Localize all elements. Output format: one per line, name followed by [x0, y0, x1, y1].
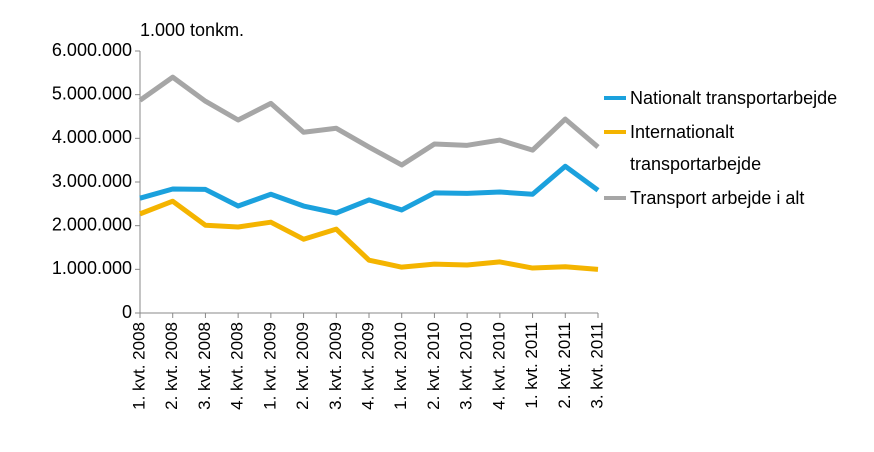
- legend-swatch: [604, 96, 626, 100]
- x-tick-label: 1. kvt. 2010: [391, 322, 410, 410]
- series-line: [139, 198, 599, 272]
- x-tick-label: 1. kvt. 2009: [260, 322, 279, 410]
- y-tick-label: 5.000.000: [52, 83, 132, 103]
- legend-swatch: [604, 130, 626, 134]
- x-tick-label: 4. kvt. 2010: [489, 322, 508, 410]
- x-tick-label: 1. kvt. 2008: [129, 322, 148, 410]
- y-tick-label: 3.000.000: [52, 171, 132, 191]
- y-tick-label: 0: [122, 302, 132, 322]
- x-tick-label: 1. kvt. 2011: [522, 322, 541, 409]
- y-axis-label: 1.000 tonkm.: [140, 20, 244, 40]
- series-line: [139, 163, 600, 216]
- y-tick-label: 1.000.000: [52, 258, 132, 278]
- x-tick-label: 2. kvt. 2009: [293, 322, 312, 410]
- y-tick-label: 4.000.000: [52, 127, 132, 147]
- x-tick-label: 2. kvt. 2008: [162, 322, 181, 410]
- legend-label: Transport arbejde i alt: [630, 188, 805, 208]
- x-tick-label: 3. kvt. 2008: [195, 322, 214, 410]
- x-tick-label: 4. kvt. 2008: [228, 322, 247, 410]
- legend-entry: Nationalt transportarbejde: [604, 82, 866, 114]
- x-tick-label: 3. kvt. 2011: [587, 322, 606, 409]
- legend-label: Internationalt transportarbejde: [630, 122, 762, 174]
- series-line: [138, 74, 600, 168]
- legend-entry: Transport arbejde i alt: [604, 182, 866, 214]
- y-tick-label: 2.000.000: [52, 214, 132, 234]
- y-tick-label: 6.000.000: [52, 40, 132, 60]
- x-tick-label: 3. kvt. 2009: [326, 322, 345, 410]
- legend-swatch: [604, 196, 626, 200]
- x-tick-label: 2. kvt. 2011: [555, 322, 574, 409]
- legend-label: Nationalt transportarbejde: [630, 88, 838, 108]
- x-tick-label: 4. kvt. 2009: [358, 322, 377, 410]
- legend-entry: Internationalt transportarbejde: [604, 116, 866, 180]
- legend: Nationalt transportarbejde Internationalt…: [604, 82, 866, 216]
- x-tick-label: 3. kvt. 2010: [457, 322, 476, 410]
- x-tick-label: 2. kvt. 2010: [424, 322, 443, 410]
